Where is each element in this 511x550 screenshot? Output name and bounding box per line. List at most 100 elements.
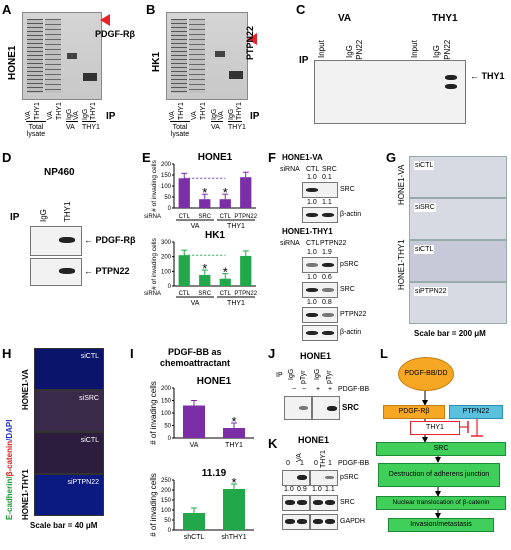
tile-label: siPTPN22 bbox=[67, 479, 99, 486]
panel-label-c: C bbox=[296, 2, 306, 17]
y-tick-label: 50 bbox=[164, 518, 171, 524]
band-label-thy1: ← THY1 bbox=[470, 71, 505, 81]
y-tick-label: 100 bbox=[161, 411, 172, 417]
band-label: β-actin bbox=[340, 211, 362, 218]
sirna-label: siRNA bbox=[144, 214, 161, 220]
band-label-text: PDGF-Rβ bbox=[95, 235, 136, 245]
group-label: Total lysate bbox=[170, 124, 190, 138]
lane-label: THY1 bbox=[90, 102, 97, 120]
lane-label: THY1 bbox=[320, 450, 327, 468]
lane-label: IgG bbox=[82, 108, 89, 120]
y-tick-label: 0 bbox=[168, 284, 172, 290]
quant-value: 1.1 bbox=[322, 199, 332, 206]
group-label: THY1 bbox=[228, 124, 246, 131]
bar bbox=[223, 489, 245, 530]
y-tick-label: 0 bbox=[168, 528, 172, 534]
stain-dapi: /DAPI bbox=[5, 419, 14, 441]
blot-k-gapdh-left bbox=[282, 514, 310, 530]
group-label: Total lysate bbox=[26, 124, 46, 138]
y-tick-label: 150 bbox=[161, 173, 172, 179]
band-label: ← PTPN22 bbox=[84, 266, 130, 276]
panel-label-i: I bbox=[130, 346, 134, 361]
quant-value: 0.1 bbox=[322, 174, 332, 181]
lane-label: THY1 bbox=[236, 102, 243, 120]
bar bbox=[219, 278, 231, 286]
tile-label: siCTL bbox=[414, 245, 435, 254]
y-axis-label: # of invading cells bbox=[149, 381, 158, 445]
bar bbox=[199, 199, 211, 208]
scale-bar-label: Scale bar = 40 μM bbox=[30, 521, 98, 530]
tile-label: siSRC bbox=[79, 395, 99, 402]
blot-title: HONE1-THY1 bbox=[282, 227, 333, 236]
y-tick-label: 200 bbox=[161, 386, 172, 392]
lane-label: Input bbox=[317, 40, 326, 58]
lane-label: THY1 bbox=[200, 102, 207, 120]
lane-label: IgG bbox=[211, 108, 218, 120]
quant-value: 1.0 bbox=[307, 299, 317, 306]
ip-label: IP bbox=[276, 372, 283, 379]
chart-title: HONE1 bbox=[198, 152, 233, 163]
cell-line-label: HONE1 bbox=[7, 45, 18, 80]
band-label: ← PDGF-Rβ bbox=[84, 235, 136, 245]
band-label: GAPDH bbox=[340, 518, 365, 525]
lane-label: CTL bbox=[179, 214, 191, 220]
panel-label-f: F bbox=[268, 150, 276, 165]
significance-mark: * bbox=[231, 475, 236, 490]
lane-label: IgG bbox=[39, 209, 48, 222]
chart-header: chemoattractant bbox=[160, 358, 231, 368]
y-tick-label: 100 bbox=[161, 269, 172, 275]
quant-value: 1.0 bbox=[312, 486, 322, 493]
node-nuclear: Nuclear translocation of β-catenin bbox=[376, 496, 506, 510]
lane-label: CTL bbox=[179, 291, 191, 297]
microscopy-tile: siPTPN22 bbox=[409, 282, 507, 324]
x-tick-label: THY1 bbox=[225, 442, 243, 449]
lane-label: pTyr bbox=[326, 370, 333, 384]
lane-label: pTyr bbox=[300, 370, 307, 384]
lane-label: Input bbox=[410, 40, 419, 58]
microscopy-tile: siSRC bbox=[409, 198, 507, 240]
node-src: SRC bbox=[376, 442, 506, 456]
blot-k-src-left bbox=[282, 495, 310, 511]
tile-label: siCTL bbox=[80, 437, 99, 444]
node-phosphatase: PTPN22 bbox=[449, 405, 503, 419]
lane-label: THY1 bbox=[34, 102, 41, 120]
significance-mark: * bbox=[231, 414, 236, 429]
blot-f-actin bbox=[302, 207, 338, 223]
coomassie-gel-b bbox=[166, 12, 248, 100]
blot-title: HONE1 bbox=[298, 435, 330, 445]
sirna-label: CTL bbox=[306, 166, 320, 173]
bar bbox=[178, 178, 190, 208]
scale-bar-label: Scale bar = 200 μM bbox=[414, 329, 486, 338]
quant-value: 1.9 bbox=[322, 249, 332, 256]
panel-label-a: A bbox=[2, 2, 12, 17]
tile-label: siCTL bbox=[414, 161, 435, 170]
bar bbox=[183, 513, 205, 530]
lane-label: IgG bbox=[288, 368, 295, 380]
chart-title: HONE1 bbox=[197, 376, 232, 387]
blot-f2-ptpn22 bbox=[302, 307, 338, 323]
blot-j-right bbox=[312, 396, 340, 420]
sirna-label: SRC bbox=[322, 166, 337, 173]
node-receptor: PDGF-Rβ bbox=[383, 405, 445, 419]
panel-label-k: K bbox=[268, 436, 278, 451]
lane-label: VA bbox=[191, 111, 198, 120]
bar bbox=[223, 428, 245, 438]
sirna-label: PTPN22 bbox=[320, 240, 347, 247]
lane-label: THY1 bbox=[178, 102, 185, 120]
chart-header: PDGF-BB as bbox=[168, 347, 222, 357]
group-label: HONE1-VA bbox=[397, 164, 406, 205]
blot-j-left bbox=[284, 396, 312, 420]
quant-value: 1.0 bbox=[307, 249, 317, 256]
group-label: VA bbox=[338, 13, 352, 24]
bar bbox=[199, 275, 211, 286]
significance-mark: * bbox=[223, 185, 228, 200]
ip-label: IP bbox=[106, 111, 116, 122]
fluorescence-tile: siCTL bbox=[34, 432, 104, 474]
blot-f2-psrc bbox=[302, 257, 338, 273]
lane-label: CTL bbox=[220, 291, 232, 297]
blot-d-pdgfrb bbox=[30, 226, 82, 256]
band-label-text: PTPN22 bbox=[95, 266, 130, 276]
blot-f2-src bbox=[302, 282, 338, 298]
blot-k-psrc-left bbox=[282, 470, 310, 486]
coomassie-gel-a bbox=[22, 12, 102, 100]
